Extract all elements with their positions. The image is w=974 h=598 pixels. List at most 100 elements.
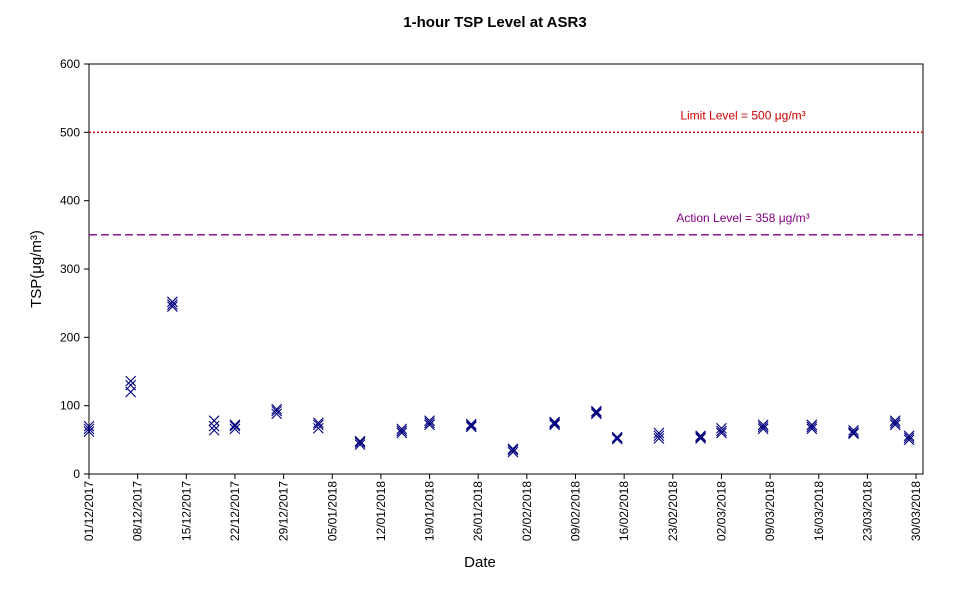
data-point (653, 427, 665, 439)
data-point (208, 415, 220, 427)
data-point (848, 428, 859, 440)
limit-level-label: Limit Level = 500 μg/m³ (680, 108, 805, 122)
data-point (465, 420, 477, 431)
data-point (312, 422, 324, 434)
reference-lines: Limit Level = 500 μg/m³ Action Level = 35… (89, 108, 923, 236)
x-tick-label: 09/02/2018 (569, 481, 583, 541)
x-tick-label: 02/02/2018 (520, 481, 534, 541)
data-point (125, 375, 137, 387)
data-point (889, 419, 901, 431)
data-point (507, 443, 519, 455)
data-point (271, 403, 283, 415)
data-point (465, 421, 477, 433)
data-point (903, 432, 915, 444)
data-point (889, 417, 901, 429)
data-point (757, 423, 769, 435)
data-point (396, 425, 408, 437)
x-tick-label: 02/03/2018 (714, 481, 728, 541)
data-point (507, 444, 519, 456)
data-point (590, 407, 602, 418)
y-axis: 0 100 200 300 400 500 600 (60, 57, 89, 481)
data-point (354, 435, 366, 447)
data-point (716, 425, 727, 437)
data-point (396, 427, 408, 439)
x-tick-label: 15/12/2017 (179, 481, 193, 541)
action-level-label: Action Level = 358 μg/m³ (676, 211, 809, 225)
data-point (716, 427, 727, 439)
data-point (229, 420, 241, 432)
x-tick-label: 30/03/2018 (909, 481, 923, 541)
x-axis-label: Date (464, 554, 496, 571)
data-point (125, 379, 137, 391)
x-tick-label: 16/02/2018 (617, 481, 631, 541)
y-tick-label: 400 (60, 194, 80, 208)
data-point (549, 419, 561, 431)
data-point (695, 430, 706, 442)
y-tick-label: 100 (60, 399, 80, 413)
data-point (903, 434, 915, 446)
y-tick-label: 200 (60, 330, 80, 344)
y-tick-label: 600 (60, 57, 80, 71)
data-point (716, 422, 727, 434)
data-point (271, 408, 283, 420)
x-tick-label: 12/01/2018 (374, 481, 388, 541)
data-point (806, 419, 818, 431)
data-point (695, 433, 706, 444)
data-point (167, 296, 178, 308)
data-point (549, 418, 561, 429)
data-point (465, 418, 477, 430)
y-tick-label: 300 (60, 262, 80, 276)
data-point (208, 424, 220, 436)
data-point (507, 446, 519, 458)
data-point (424, 415, 435, 427)
data-point (83, 426, 95, 438)
x-tick-label: 01/12/2017 (82, 481, 96, 541)
x-tick-label: 16/03/2018 (812, 481, 826, 541)
data-point (590, 405, 602, 417)
data-point (167, 301, 178, 312)
data-point (848, 424, 859, 436)
data-point (229, 419, 241, 431)
data-point (396, 423, 408, 435)
data-point (354, 439, 366, 451)
data-point (424, 419, 435, 431)
data-point (611, 431, 623, 443)
data-point (611, 433, 623, 444)
data-point (354, 437, 366, 448)
x-tick-label: 19/01/2018 (423, 481, 437, 541)
data-point (312, 417, 324, 429)
data-point (757, 421, 769, 433)
plot-area (88, 63, 924, 475)
data-point (83, 423, 95, 435)
data-point (208, 420, 220, 432)
data-point (271, 405, 283, 417)
x-tick-label: 23/02/2018 (666, 481, 680, 541)
x-tick-label: 09/03/2018 (763, 481, 777, 541)
x-tick-label: 23/03/2018 (860, 481, 874, 541)
data-point (695, 431, 706, 443)
data-point (549, 416, 561, 428)
y-tick-label: 0 (73, 467, 80, 481)
x-tick-label: 22/12/2017 (228, 481, 242, 541)
y-axis-label: TSP(μg/m³) (28, 230, 45, 308)
chart-title: 1-hour TSP Level at ASR3 (403, 14, 586, 31)
data-point (806, 423, 818, 435)
y-tick-label: 500 (60, 125, 80, 139)
data-point (167, 299, 178, 310)
data-point (229, 423, 241, 435)
data-point (653, 430, 665, 442)
data-point (806, 421, 818, 433)
x-tick-label: 29/12/2017 (277, 481, 291, 541)
data-point (653, 433, 665, 444)
data-point (424, 417, 435, 429)
data-point (889, 415, 901, 427)
x-tick-label: 26/01/2018 (471, 481, 485, 541)
data-point (848, 426, 859, 438)
data-point (83, 420, 95, 432)
x-tick-label: 08/12/2017 (131, 481, 145, 541)
x-axis: 01/12/2017 08/12/2017 15/12/2017 22/12/2017… (82, 474, 923, 541)
x-tick-label: 05/01/2018 (325, 481, 339, 541)
data-point (903, 430, 915, 442)
